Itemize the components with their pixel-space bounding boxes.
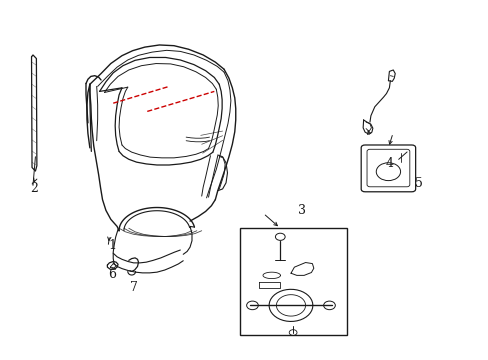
Text: 1: 1 — [108, 239, 116, 252]
Text: 6: 6 — [108, 268, 116, 281]
Bar — [239, 228, 346, 336]
Text: 5: 5 — [414, 177, 422, 190]
Text: 3: 3 — [297, 204, 305, 217]
Text: 2: 2 — [30, 183, 39, 195]
Text: 4: 4 — [385, 157, 392, 170]
Text: 7: 7 — [129, 281, 137, 294]
